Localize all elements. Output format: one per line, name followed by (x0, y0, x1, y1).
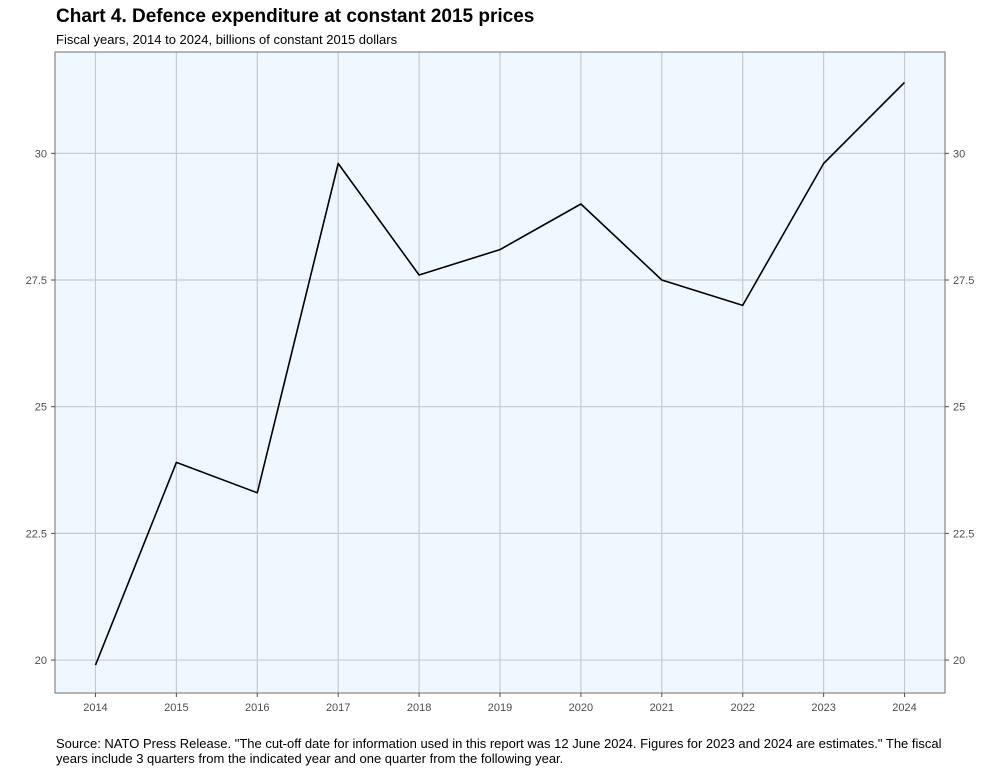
y-tick-label-left: 22.5 (26, 528, 47, 540)
y-tick-label-left: 30 (35, 148, 47, 160)
y-tick-label-left: 25 (35, 402, 47, 414)
y-tick-label-left: 20 (35, 655, 47, 667)
y-tick-label-right: 30 (953, 148, 965, 160)
x-tick-label: 2024 (892, 702, 916, 714)
x-tick-label: 2020 (569, 702, 593, 714)
chart-title: Chart 4. Defence expenditure at constant… (56, 6, 535, 27)
x-tick-label: 2022 (730, 702, 754, 714)
chart-subtitle: Fiscal years, 2014 to 2024, billions of … (56, 32, 398, 47)
x-tick-label: 2021 (650, 702, 674, 714)
x-tick-label: 2023 (811, 702, 835, 714)
y-tick-label-right: 20 (953, 655, 965, 667)
x-tick-label: 2016 (245, 702, 269, 714)
x-tick-label: 2017 (326, 702, 350, 714)
x-tick-label: 2018 (407, 702, 431, 714)
tick-labels: 2014 2015 2016 2017 2018 2019 2020 2021 2022 2023… (26, 148, 975, 714)
x-tick-label: 2019 (488, 702, 512, 714)
y-tick-label-right: 27.5 (953, 275, 974, 287)
series-line (94, 81, 906, 666)
y-tick-label-left: 27.5 (26, 275, 47, 287)
x-tick-label: 2014 (83, 702, 107, 714)
grid-lines (55, 52, 945, 693)
y-tick-label-right: 22.5 (953, 528, 974, 540)
axis-ticks (51, 152, 949, 697)
source-footnote: Source: NATO Press Release. "The cut-off… (56, 736, 942, 766)
y-tick-label-right: 25 (953, 402, 965, 414)
x-tick-label: 2015 (164, 702, 188, 714)
